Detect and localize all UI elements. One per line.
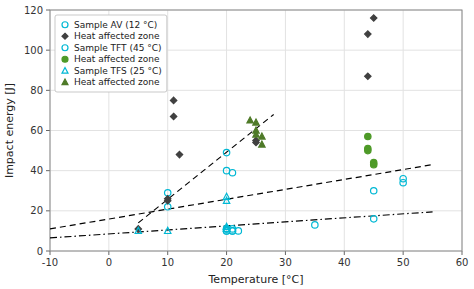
point <box>229 169 235 175</box>
point <box>365 147 371 153</box>
legend-label: Sample TFT (45 °C) <box>74 43 162 53</box>
tick-label: 60 <box>30 125 43 136</box>
legend-swatch <box>62 67 68 73</box>
tick <box>46 50 50 51</box>
point <box>176 151 182 157</box>
tick <box>46 130 50 131</box>
legend-label: Heat affected zone <box>74 54 160 64</box>
tick <box>46 251 50 252</box>
legend-swatch <box>62 45 68 51</box>
point <box>365 31 371 37</box>
legend-swatch <box>62 56 68 62</box>
y-axis-label: Impact energy [J] <box>3 83 16 178</box>
tick <box>167 251 168 255</box>
tick-label: 80 <box>30 85 43 96</box>
point <box>165 198 171 204</box>
point <box>371 15 377 21</box>
x-axis-label: Temperature [°C] <box>208 273 304 286</box>
plot-frame <box>50 10 462 251</box>
point <box>371 161 377 167</box>
tick-label: 50 <box>397 257 410 268</box>
point <box>371 188 377 194</box>
tick <box>108 251 109 255</box>
tick <box>46 10 50 11</box>
tick <box>46 170 50 171</box>
legend-label: Heat affected zone <box>74 31 160 41</box>
tick-label: 30 <box>279 257 292 268</box>
trend-line <box>50 212 433 238</box>
legend-label: Sample TFS (25 °C) <box>74 66 162 76</box>
point <box>170 113 176 119</box>
point <box>165 227 171 233</box>
tick-label: 20 <box>30 205 43 216</box>
trend-line <box>138 114 273 222</box>
tick-label: 20 <box>220 257 233 268</box>
tick <box>50 251 51 255</box>
grid-line <box>50 210 462 211</box>
points <box>135 15 406 234</box>
legend-swatch <box>62 22 68 28</box>
tick-label: 40 <box>338 257 351 268</box>
point <box>365 133 371 139</box>
point <box>253 119 259 125</box>
legend-swatch <box>62 79 68 85</box>
legend-label: Sample AV (12 °C) <box>74 20 157 30</box>
point <box>400 180 406 186</box>
tick <box>462 251 463 255</box>
plot-marks <box>50 15 433 238</box>
point <box>365 73 371 79</box>
point <box>247 117 253 123</box>
point <box>170 97 176 103</box>
point <box>235 228 241 234</box>
tick <box>46 210 50 211</box>
point <box>253 139 259 145</box>
grid <box>50 10 462 251</box>
tick-label: 120 <box>24 5 43 16</box>
point <box>223 225 229 231</box>
tick-label: -10 <box>42 257 58 268</box>
point <box>135 227 141 233</box>
tick <box>344 251 345 255</box>
tick-label: 10 <box>161 257 174 268</box>
point <box>259 141 265 147</box>
tick-label: 40 <box>30 165 43 176</box>
legend: Sample AV (12 °C)Heat affected zoneSampl… <box>55 15 167 92</box>
lines <box>50 114 433 238</box>
tick <box>46 90 50 91</box>
tick <box>285 251 286 255</box>
tick <box>226 251 227 255</box>
trend-line <box>50 165 433 229</box>
tick <box>403 251 404 255</box>
point <box>223 197 229 203</box>
point <box>223 149 229 155</box>
point <box>253 131 259 137</box>
tick-label: 0 <box>37 246 43 257</box>
legend-swatch <box>62 33 68 39</box>
tick-label: 0 <box>106 257 112 268</box>
point <box>259 133 265 139</box>
tick-label: 60 <box>456 257 469 268</box>
chart: -100102030405060020406080100120Temperatu… <box>0 0 474 289</box>
point <box>312 222 318 228</box>
tick-label: 100 <box>24 45 43 56</box>
legend-box <box>55 15 167 92</box>
point <box>371 216 377 222</box>
legend-label: Heat affected zone <box>74 77 160 87</box>
